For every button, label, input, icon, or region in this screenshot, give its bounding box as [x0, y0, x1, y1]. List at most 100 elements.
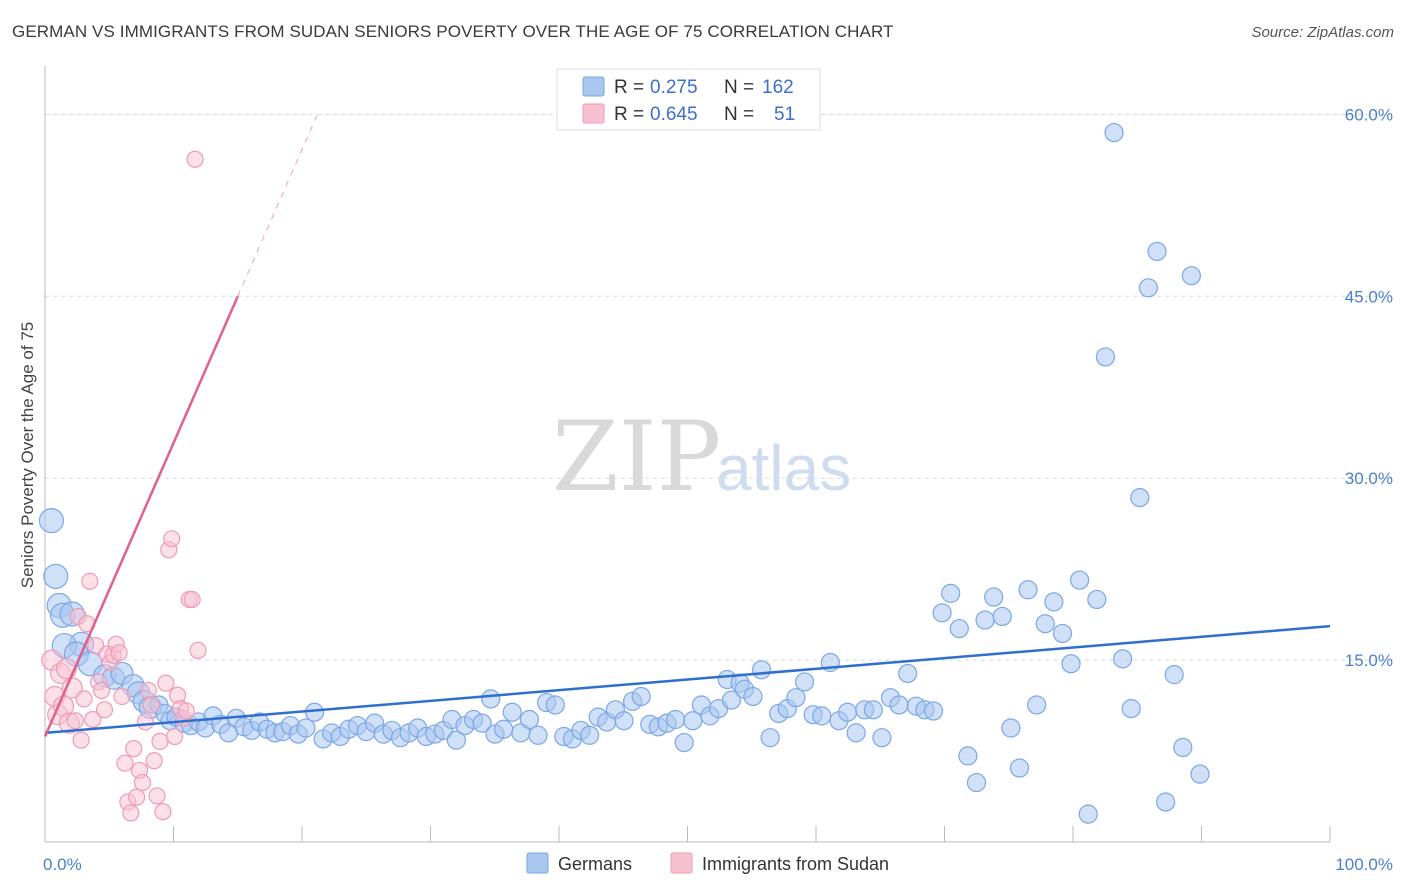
point-germans-116 [966, 772, 987, 793]
x-tick-label-1: 100.0% [1335, 855, 1393, 874]
point-sudan-50 [189, 641, 207, 659]
point-germans-81 [674, 732, 694, 753]
legend-r-label-germans: R = [614, 77, 644, 98]
point-germans-131 [1095, 347, 1116, 367]
chart-source: Source: ZipAtlas.com [1251, 24, 1394, 41]
point-germans-119 [992, 606, 1012, 627]
point-germans-101 [837, 702, 858, 722]
legend-swatch-sudan [582, 103, 605, 124]
point-germans-139 [1164, 665, 1184, 685]
point-sudan-32 [136, 713, 154, 731]
point-sudan-37 [151, 732, 169, 750]
point-germans-135 [1130, 487, 1150, 508]
point-germans-113 [941, 583, 961, 603]
y-tick-label-3: 60.0% [1345, 105, 1393, 124]
point-germans-129 [1078, 804, 1098, 824]
watermark-atlas: atlas [716, 432, 851, 504]
point-sudan-31 [133, 773, 152, 792]
x-tick-label-0: 0.0% [43, 855, 82, 874]
point-germans-91 [751, 660, 772, 680]
point-sudan-29 [128, 788, 146, 806]
point-sudan-33 [139, 681, 157, 700]
point-germans-74 [614, 711, 634, 731]
point-sudan-28 [125, 740, 143, 758]
point-germans-102 [846, 723, 866, 743]
point-germans-63 [519, 709, 540, 730]
legend-n-value-sudan: 51 [774, 104, 795, 125]
legend-box: R = 0.275 N = 162 R = 0.645 N = 51 [556, 68, 821, 131]
point-germans-136 [1138, 278, 1159, 298]
point-germans-115 [958, 746, 978, 766]
point-germans-111 [923, 701, 944, 721]
chart-title: GERMAN VS IMMIGRANTS FROM SUDAN SENIORS … [12, 22, 894, 41]
point-sudan-13 [81, 572, 99, 590]
point-sudan-11 [75, 690, 93, 708]
point-germans-127 [1061, 654, 1081, 674]
point-sudan-14 [84, 710, 102, 729]
point-germans-138 [1156, 792, 1176, 812]
point-germans-140 [1173, 737, 1193, 758]
point-germans-122 [1018, 580, 1038, 600]
bottom-legend-label-germans: Germans [558, 854, 632, 874]
legend-r-value-germans: 0.275 [650, 77, 698, 98]
point-germans-128 [1070, 570, 1090, 590]
point-germans-98 [812, 706, 832, 726]
point-sudan-49 [186, 150, 204, 168]
point-germans-134 [1121, 699, 1141, 719]
y-tick-label-1: 30.0% [1345, 469, 1393, 488]
series-sudan-points [41, 150, 207, 822]
point-germans-132 [1104, 122, 1124, 143]
point-sudan-48 [183, 590, 201, 609]
point-sudan-42 [166, 727, 184, 746]
point-germans-142 [1190, 764, 1210, 784]
point-germans-87 [721, 690, 742, 710]
trend-line-germans [44, 624, 1331, 735]
point-sudan-18 [95, 701, 114, 719]
point-sudan-23 [110, 644, 128, 662]
point-germans-70 [580, 725, 600, 745]
point-germans-96 [794, 672, 815, 692]
point-sudan-17 [92, 681, 111, 700]
point-sudan-41 [163, 530, 181, 548]
trend-line-sudan [43, 295, 239, 737]
point-germans-112 [932, 603, 952, 623]
point-germans-105 [872, 728, 892, 748]
point-germans-57 [472, 713, 492, 733]
point-sudan-15 [87, 636, 105, 655]
point-germans-133 [1113, 649, 1133, 669]
point-germans-104 [863, 700, 883, 720]
point-germans-137 [1147, 241, 1167, 262]
bottom-legend-swatch-germans [526, 852, 549, 874]
point-germans-120 [1001, 718, 1021, 738]
point-germans-66 [545, 695, 565, 715]
legend-n-label-sudan: N = [724, 104, 754, 125]
point-germans-54 [446, 730, 466, 750]
series-germans-points [38, 122, 1210, 824]
point-sudan-8 [66, 712, 84, 730]
point-germans-107 [889, 695, 909, 715]
point-sudan-25 [116, 754, 134, 772]
watermark-zip: ZIP [552, 401, 721, 513]
point-germans-64 [528, 725, 548, 745]
legend-swatch-germans [582, 76, 605, 97]
point-germans-141 [1181, 266, 1202, 286]
y-tick-label-0: 15.0% [1345, 651, 1393, 670]
y-tick-label-2: 45.0% [1345, 287, 1393, 306]
y-tick-labels: 15.0% 30.0% 45.0% 60.0% [1345, 105, 1393, 670]
bottom-legend-label-sudan: Immigrants from Sudan [702, 854, 889, 874]
point-germans-90 [743, 686, 763, 707]
point-germans-76 [631, 686, 651, 707]
point-germans-80 [665, 709, 686, 730]
point-germans-125 [1044, 592, 1064, 612]
point-sudan-38 [154, 803, 172, 821]
y-axis-label: Seniors Poverty Over the Age of 75 [18, 322, 37, 588]
point-germans-114 [949, 618, 969, 639]
point-germans-82 [683, 711, 703, 731]
point-germans-60 [494, 719, 514, 739]
point-germans-95 [786, 688, 806, 708]
point-sudan-36 [148, 787, 166, 805]
point-sudan-46 [177, 702, 195, 720]
point-germans-117 [975, 610, 995, 630]
point-germans-126 [1052, 623, 1073, 644]
